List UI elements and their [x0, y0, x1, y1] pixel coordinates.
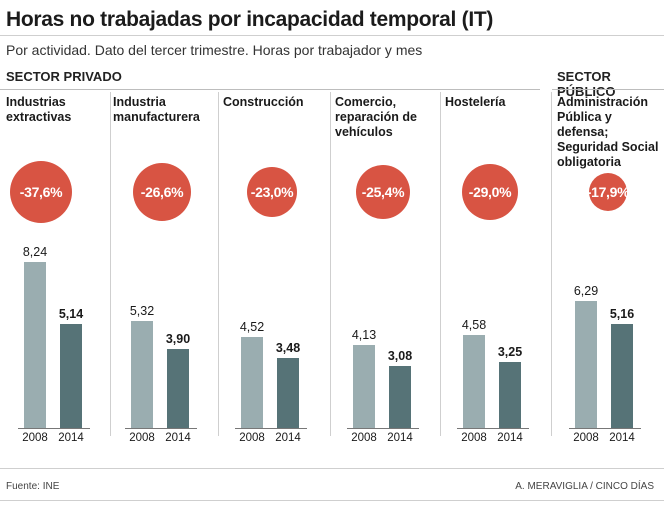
credit-note: A. MERAVIGLIA / CINCO DÍAS — [515, 481, 654, 492]
baseline — [457, 428, 529, 429]
chart-title: Horas no trabajadas por incapacidad temp… — [6, 8, 494, 31]
column-separator — [218, 92, 219, 436]
category-label-line: Comercio, — [335, 95, 397, 109]
column-separator — [551, 92, 552, 436]
baseline — [347, 428, 419, 429]
value-label: 5,32 — [129, 303, 155, 318]
footer-divider — [0, 468, 664, 469]
bar-2008 — [24, 261, 46, 428]
category-label: Comercio, reparación de vehículos — [335, 95, 440, 140]
change-circle: -25,4% — [356, 165, 410, 219]
category-label-line: vehículos — [335, 125, 393, 139]
category-label-line: Construcción — [223, 95, 304, 109]
value-label: 5,14 — [58, 307, 84, 322]
change-circle: -23,0% — [247, 167, 297, 217]
change-circle: -26,6% — [133, 163, 191, 221]
value-label: 4,13 — [351, 327, 377, 342]
sector-public-rule — [552, 89, 664, 90]
bar-2008 — [241, 336, 263, 428]
year-label: 2008 — [351, 432, 377, 444]
bar-2014 — [389, 365, 411, 428]
category-label: Construcción — [223, 95, 328, 110]
value-label: 3,90 — [165, 332, 191, 347]
category-label-line: Administración — [557, 95, 648, 109]
year-label: 2014 — [497, 432, 523, 444]
year-label: 2014 — [275, 432, 301, 444]
year-label: 2014 — [165, 432, 191, 444]
change-circle: -17,9% — [587, 173, 630, 211]
category-label-line: Industrias — [6, 95, 66, 109]
category-label-line: Hostelería — [445, 95, 506, 109]
chart-subtitle: Por actividad. Dato del tercer trimestre… — [6, 42, 423, 58]
value-label: 5,16 — [609, 306, 635, 321]
category-label: Industrias extractivas — [6, 95, 111, 125]
category-label-line: Industria — [113, 95, 166, 109]
sector-public-label: SECTOR PÚBLICO — [557, 69, 616, 99]
bar-2014 — [611, 323, 633, 428]
category-label-line: Pública y defensa; — [557, 110, 612, 139]
year-label: 2014 — [58, 432, 84, 444]
value-label: 3,48 — [275, 340, 301, 355]
column-separator — [440, 92, 441, 436]
change-circle: -37,6% — [10, 161, 72, 223]
bottom-divider — [0, 500, 664, 501]
year-label: 2008 — [461, 432, 487, 444]
baseline — [569, 428, 641, 429]
baseline — [235, 428, 307, 429]
value-label: 4,58 — [461, 318, 487, 333]
category-label-line: obligatoria — [557, 155, 621, 169]
change-circle: -29,0% — [462, 164, 518, 220]
bar-2014 — [277, 357, 299, 428]
category-label: Administración Pública y defensa; Segurida… — [557, 95, 662, 170]
category-label: Industria manufacturera — [113, 95, 218, 125]
source-note: Fuente: INE — [6, 481, 60, 492]
bar-2008 — [575, 300, 597, 428]
bar-2014 — [167, 349, 189, 428]
title-divider — [0, 35, 664, 36]
bar-2008 — [131, 320, 153, 428]
category-label-line: extractivas — [6, 110, 72, 124]
sector-private-rule — [0, 89, 540, 90]
category-label-line: Seguridad Social — [557, 140, 659, 154]
value-label: 8,24 — [22, 244, 48, 259]
column-separator — [110, 92, 111, 436]
value-label: 4,52 — [239, 319, 265, 334]
bar-2014 — [499, 362, 521, 428]
year-label: 2008 — [573, 432, 599, 444]
category-label: Hostelería — [445, 95, 550, 110]
year-label: 2008 — [22, 432, 48, 444]
sector-private-label: SECTOR PRIVADO — [6, 69, 122, 84]
baseline — [18, 428, 90, 429]
bar-2008 — [463, 335, 485, 428]
bar-2008 — [353, 344, 375, 428]
value-label: 6,29 — [573, 283, 599, 298]
bar-2014 — [60, 324, 82, 428]
value-label: 3,25 — [497, 345, 523, 360]
year-label: 2014 — [387, 432, 413, 444]
year-label: 2014 — [609, 432, 635, 444]
category-label-line: manufacturera — [113, 110, 200, 124]
baseline — [125, 428, 197, 429]
category-label-line: reparación de — [335, 110, 417, 124]
column-separator — [330, 92, 331, 436]
year-label: 2008 — [239, 432, 265, 444]
value-label: 3,08 — [387, 348, 413, 363]
year-label: 2008 — [129, 432, 155, 444]
